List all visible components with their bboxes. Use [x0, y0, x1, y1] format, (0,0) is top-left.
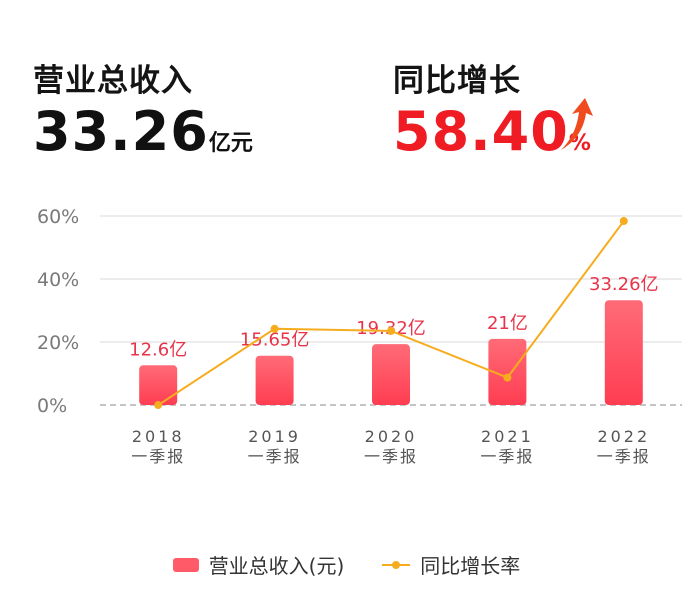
legend-label-revenue: 营业总收入(元) [208, 554, 345, 578]
x-tick-period: 一季报 [597, 447, 651, 466]
y-tick-label: 0% [37, 395, 67, 417]
x-tick-period: 一季报 [248, 447, 302, 466]
x-tick-period: 一季报 [364, 447, 418, 466]
growth-value-line: 58.40% [393, 105, 591, 159]
legend-item-revenue[interactable]: 营业总收入(元) [172, 550, 345, 579]
bar-value-label: 12.6亿 [129, 339, 187, 360]
y-tick-label: 20% [37, 332, 79, 354]
revenue-bar [488, 338, 527, 405]
growth-line [154, 217, 628, 410]
revenue-value-line: 33.26亿元 [33, 105, 253, 159]
x-tick-year: 2022 [597, 427, 650, 446]
growth-label: 同比增长 [393, 63, 521, 99]
x-tick-period: 一季报 [480, 447, 534, 466]
x-tick-year: 2019 [248, 427, 301, 446]
x-tick-year: 2021 [481, 427, 534, 446]
trend-up-arrow-icon [561, 98, 593, 150]
growth-point [619, 217, 628, 226]
x-tick-year: 2020 [365, 427, 418, 446]
revenue-bar [139, 365, 178, 405]
revenue-value: 33.26 [33, 100, 209, 163]
revenue-kpi: 营业总收入 33.26亿元 [33, 66, 253, 159]
growth-point [387, 326, 395, 335]
growth-kpi: 同比增长 58.40% [393, 66, 591, 159]
revenue-bar [604, 300, 643, 405]
revenue-label: 营业总收入 [33, 63, 193, 99]
y-tick-label: 40% [37, 269, 79, 291]
growth-point [503, 373, 512, 382]
growth-value: 58.40 [393, 100, 569, 163]
legend-line-swatch [382, 558, 411, 572]
legend-bar-swatch [172, 557, 199, 572]
bar-value-label: 33.26亿 [589, 274, 659, 295]
x-tick-period: 一季报 [131, 447, 185, 466]
bar-value-label: 21亿 [487, 313, 528, 334]
bars [139, 300, 643, 405]
legend-label-growth: 同比增长率 [420, 554, 521, 578]
growth-point [270, 324, 279, 333]
chart-legend: 营业总收入(元) 同比增长率 [0, 550, 693, 579]
x-tick-year: 2018 [132, 427, 185, 446]
bar-value-label: 15.65亿 [240, 330, 310, 351]
legend-item-growth[interactable]: 同比增长率 [382, 550, 520, 579]
revenue-bar [372, 344, 410, 405]
revenue-unit: 亿元 [208, 131, 253, 156]
revenue-bar [255, 355, 294, 405]
y-tick-label: 60% [37, 206, 79, 228]
growth-point [154, 401, 163, 410]
y-axis-ticks: 0% 20% 40% 60% [37, 206, 79, 417]
